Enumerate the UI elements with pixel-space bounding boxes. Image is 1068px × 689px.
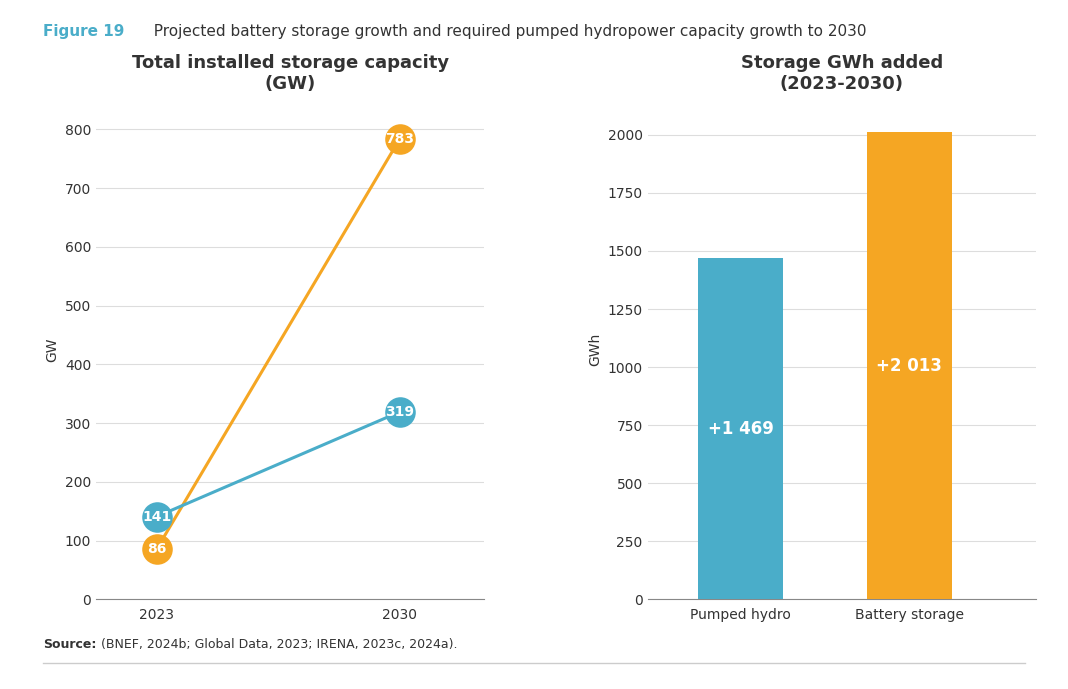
Point <box>391 134 408 145</box>
Text: 86: 86 <box>147 542 167 556</box>
Text: 319: 319 <box>386 405 414 419</box>
Text: Projected battery storage growth and required pumped hydropower capacity growth : Projected battery storage growth and req… <box>144 24 866 39</box>
Bar <box>698 258 783 599</box>
Text: 783: 783 <box>386 132 414 146</box>
Text: 141: 141 <box>142 510 172 524</box>
Title: Storage GWh added
(2023-2030): Storage GWh added (2023-2030) <box>740 54 943 93</box>
Text: +2 013: +2 013 <box>877 357 942 375</box>
Text: +1 469: +1 469 <box>707 420 773 438</box>
Y-axis label: GW: GW <box>45 338 60 362</box>
Point <box>148 544 166 555</box>
Title: Total installed storage capacity
(GW): Total installed storage capacity (GW) <box>131 54 449 93</box>
Y-axis label: GWh: GWh <box>588 333 602 367</box>
Point <box>391 407 408 418</box>
Bar <box>867 132 952 599</box>
Text: (BNEF, 2024b; Global Data, 2023; IRENA, 2023c, 2024a).: (BNEF, 2024b; Global Data, 2023; IRENA, … <box>101 638 458 651</box>
Point <box>148 511 166 522</box>
Text: Source:: Source: <box>43 638 96 651</box>
Text: Figure 19: Figure 19 <box>43 24 124 39</box>
